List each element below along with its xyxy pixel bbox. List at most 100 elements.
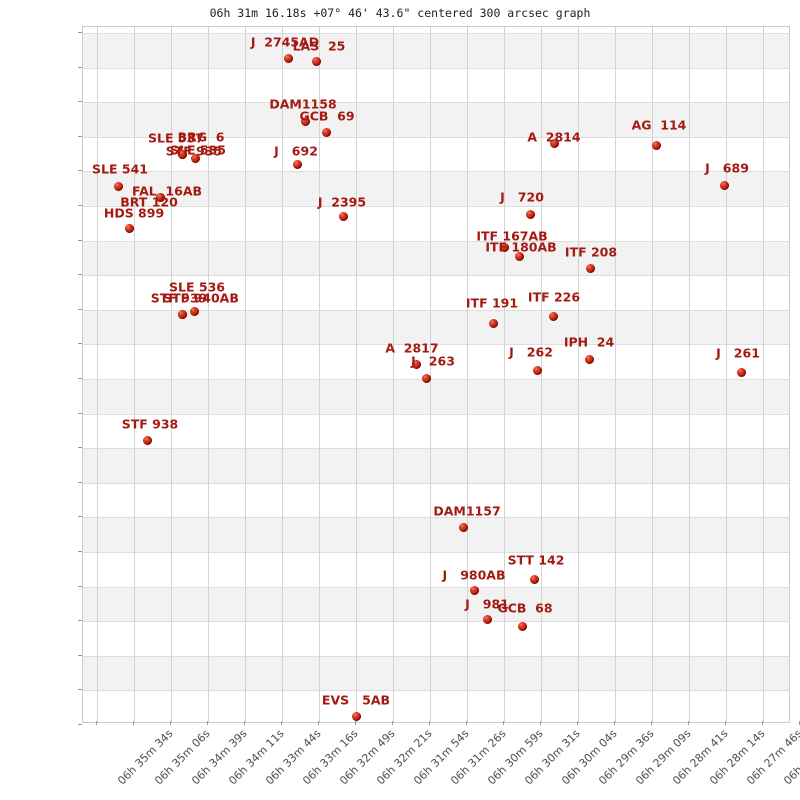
- star-marker[interactable]: [177, 309, 187, 319]
- star-marker[interactable]: [514, 251, 524, 261]
- y-axis-tick-mark: [78, 274, 82, 275]
- star-marker[interactable]: [488, 318, 498, 328]
- y-axis-tick-mark: [78, 136, 82, 137]
- gridline-horizontal: [83, 587, 789, 588]
- gridline-horizontal: [83, 310, 789, 311]
- plot-band: [83, 241, 789, 275]
- plot-band: [83, 33, 789, 68]
- star-marker[interactable]: [283, 53, 293, 63]
- y-axis-tick-mark: [78, 586, 82, 587]
- gridline-vertical: [208, 27, 209, 722]
- y-axis-tick-mark: [78, 516, 82, 517]
- star-marker[interactable]: [548, 311, 558, 321]
- x-axis-tick-mark: [577, 721, 578, 725]
- y-axis-tick-mark: [78, 413, 82, 414]
- star-marker[interactable]: [736, 367, 746, 377]
- gridline-horizontal: [83, 344, 789, 345]
- star-marker[interactable]: [321, 127, 331, 137]
- y-axis-tick-mark: [78, 240, 82, 241]
- gridline-horizontal: [83, 690, 789, 691]
- gridline-horizontal: [83, 68, 789, 69]
- star-marker[interactable]: [300, 116, 310, 126]
- star-marker[interactable]: [411, 359, 421, 369]
- star-marker[interactable]: [651, 140, 661, 150]
- star-marker[interactable]: [469, 585, 479, 595]
- star-marker[interactable]: [529, 574, 539, 584]
- gridline-vertical: [319, 27, 320, 722]
- gridline-horizontal: [83, 517, 789, 518]
- gridline-vertical: [356, 27, 357, 722]
- y-axis-tick-mark: [78, 655, 82, 656]
- gridline-horizontal: [83, 483, 789, 484]
- gridline-vertical: [615, 27, 616, 722]
- star-marker[interactable]: [177, 149, 187, 159]
- x-axis-tick-mark: [503, 721, 504, 725]
- gridline-vertical: [282, 27, 283, 722]
- gridline-horizontal: [83, 656, 789, 657]
- plot-band: [83, 448, 789, 483]
- gridline-horizontal: [83, 33, 789, 34]
- star-marker[interactable]: [525, 209, 535, 219]
- star-marker[interactable]: [499, 242, 509, 252]
- gridline-vertical: [652, 27, 653, 722]
- x-axis-tick-mark: [429, 721, 430, 725]
- x-axis-tick-mark: [614, 721, 615, 725]
- x-axis-tick-mark: [651, 721, 652, 725]
- star-marker[interactable]: [142, 435, 152, 445]
- y-axis-tick-mark: [78, 67, 82, 68]
- x-axis-tick-mark: [133, 721, 134, 725]
- gridline-horizontal: [83, 414, 789, 415]
- gridline-horizontal: [83, 448, 789, 449]
- star-marker[interactable]: [155, 192, 165, 202]
- star-marker[interactable]: [458, 522, 468, 532]
- x-axis-tick-mark: [688, 721, 689, 725]
- gridline-horizontal: [83, 621, 789, 622]
- star-marker[interactable]: [351, 711, 361, 721]
- gridline-vertical: [726, 27, 727, 722]
- plot-band: [83, 656, 789, 690]
- star-marker[interactable]: [549, 138, 559, 148]
- x-axis-tick-mark: [725, 721, 726, 725]
- x-axis-tick-mark: [281, 721, 282, 725]
- star-marker[interactable]: [585, 263, 595, 273]
- star-marker[interactable]: [532, 365, 542, 375]
- gridline-vertical: [430, 27, 431, 722]
- x-axis-tick-mark: [318, 721, 319, 725]
- y-axis-tick-mark: [78, 482, 82, 483]
- y-axis-tick-mark: [78, 205, 82, 206]
- star-marker[interactable]: [292, 159, 302, 169]
- y-axis-tick-mark: [78, 309, 82, 310]
- gridline-horizontal: [83, 379, 789, 380]
- star-marker[interactable]: [189, 306, 199, 316]
- gridline-horizontal: [83, 275, 789, 276]
- gridline-horizontal: [83, 552, 789, 553]
- y-axis-tick-mark: [78, 447, 82, 448]
- star-marker[interactable]: [482, 614, 492, 624]
- gridline-horizontal: [83, 171, 789, 172]
- gridline-vertical: [467, 27, 468, 722]
- plot-band: [83, 517, 789, 552]
- star-marker[interactable]: [338, 211, 348, 221]
- plot-band: [83, 171, 789, 206]
- plot-band: [83, 379, 789, 414]
- star-marker[interactable]: [421, 373, 431, 383]
- star-marker[interactable]: [311, 56, 321, 66]
- star-marker[interactable]: [719, 180, 729, 190]
- star-marker[interactable]: [124, 223, 134, 233]
- gridline-vertical: [578, 27, 579, 722]
- y-axis-tick-mark: [78, 689, 82, 690]
- y-axis-tick-mark: [78, 170, 82, 171]
- star-marker[interactable]: [584, 354, 594, 364]
- gridline-vertical: [97, 27, 98, 722]
- plot-band: [83, 310, 789, 344]
- star-marker[interactable]: [113, 181, 123, 191]
- star-marker[interactable]: [190, 153, 200, 163]
- gridline-vertical: [763, 27, 764, 722]
- plot-band: [83, 102, 789, 137]
- plot-band: [83, 587, 789, 621]
- star-marker[interactable]: [517, 621, 527, 631]
- x-axis-tick-mark: [762, 721, 763, 725]
- gridline-horizontal: [83, 206, 789, 207]
- gridline-horizontal: [83, 137, 789, 138]
